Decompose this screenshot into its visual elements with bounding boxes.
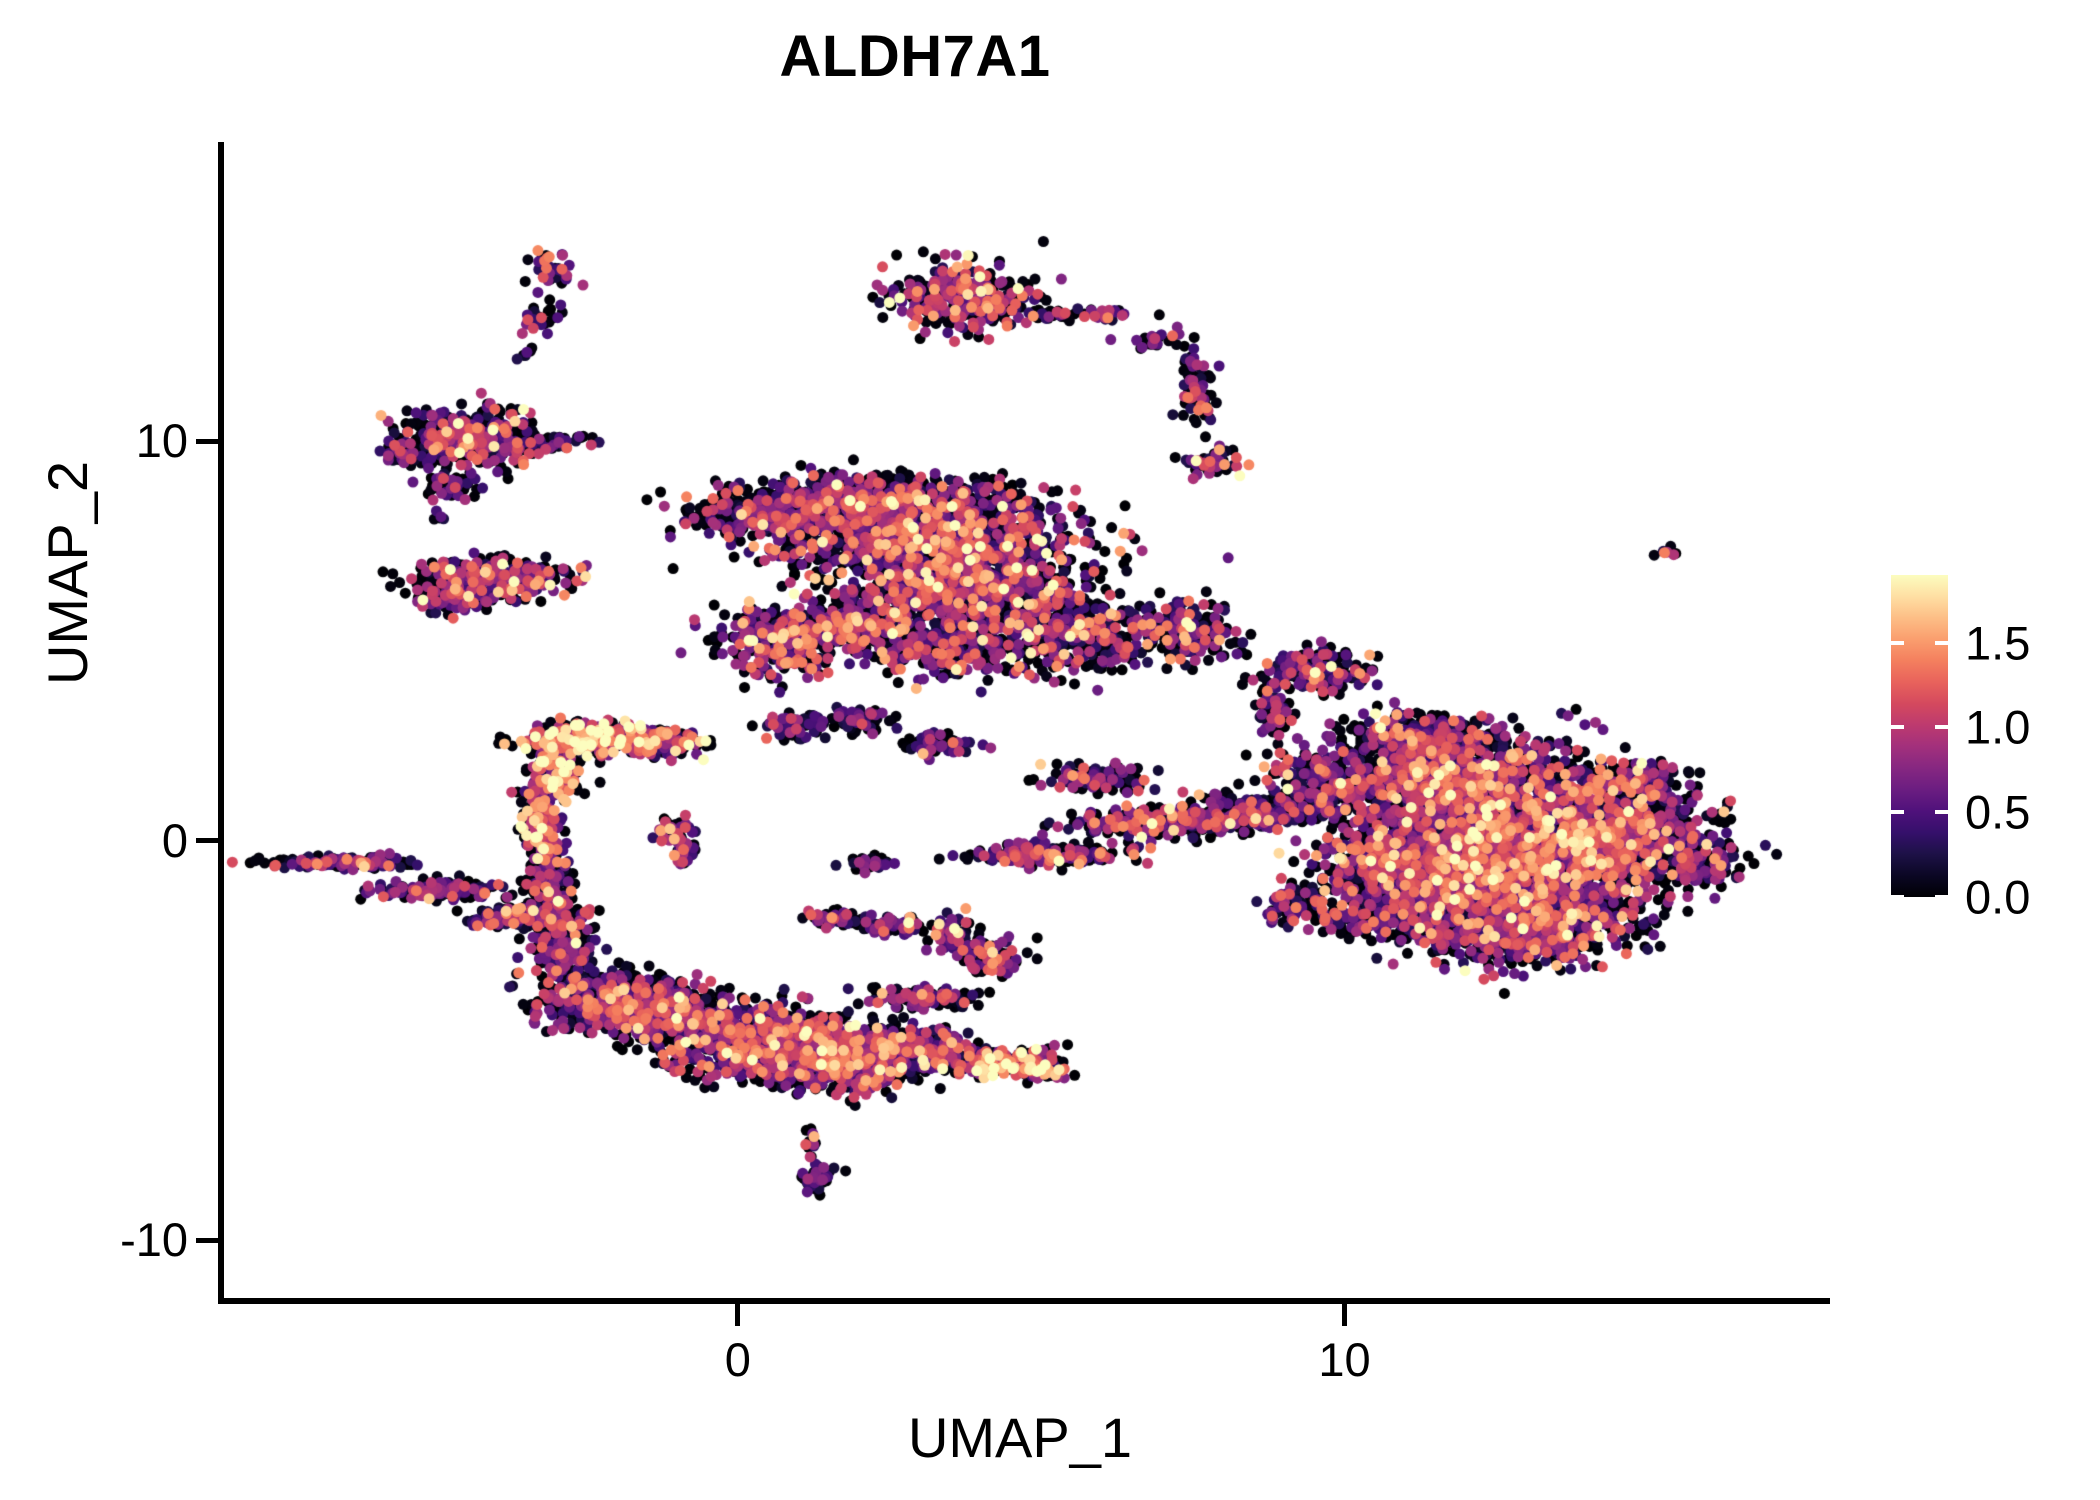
legend-tick-mark bbox=[1935, 725, 1948, 730]
y-tick-mark bbox=[196, 1237, 220, 1243]
legend-tick-label: 0.0 bbox=[1965, 870, 2031, 924]
legend-colorbar bbox=[1891, 575, 1948, 897]
legend-tick-mark bbox=[1891, 895, 1904, 899]
y-tick-mark bbox=[196, 838, 220, 844]
legend-tick-mark bbox=[1935, 640, 1948, 645]
legend-tick-mark bbox=[1891, 810, 1904, 815]
y-axis-line bbox=[218, 142, 224, 1304]
y-tick-label: 0 bbox=[161, 813, 188, 867]
x-axis-title: UMAP_1 bbox=[907, 1406, 1133, 1469]
y-tick-label: 10 bbox=[135, 414, 188, 468]
y-tick-mark bbox=[196, 438, 220, 444]
legend-tick-mark bbox=[1891, 640, 1904, 645]
legend-tick-label: 1.0 bbox=[1965, 700, 2031, 754]
legend-tick-mark bbox=[1935, 810, 1948, 815]
x-tick-mark bbox=[735, 1302, 741, 1326]
x-axis-line bbox=[218, 1298, 1830, 1304]
color-legend: 1.5 1.0 0.5 0.0 bbox=[1891, 575, 2091, 921]
y-tick-label: -10 bbox=[120, 1213, 188, 1267]
legend-tick-mark bbox=[1891, 725, 1904, 730]
y-axis-title: UMAP_2 bbox=[36, 460, 99, 686]
x-tick-mark bbox=[1342, 1302, 1348, 1326]
x-tick-label: 0 bbox=[724, 1333, 751, 1386]
legend-tick-label: 1.5 bbox=[1965, 616, 2031, 670]
page-title: ALDH7A1 bbox=[779, 24, 1051, 89]
legend-tick-mark bbox=[1935, 895, 1948, 899]
x-tick-label: 10 bbox=[1318, 1333, 1371, 1386]
scatter-plot-canvas bbox=[222, 142, 1830, 1300]
legend-tick-label: 0.5 bbox=[1965, 785, 2031, 839]
